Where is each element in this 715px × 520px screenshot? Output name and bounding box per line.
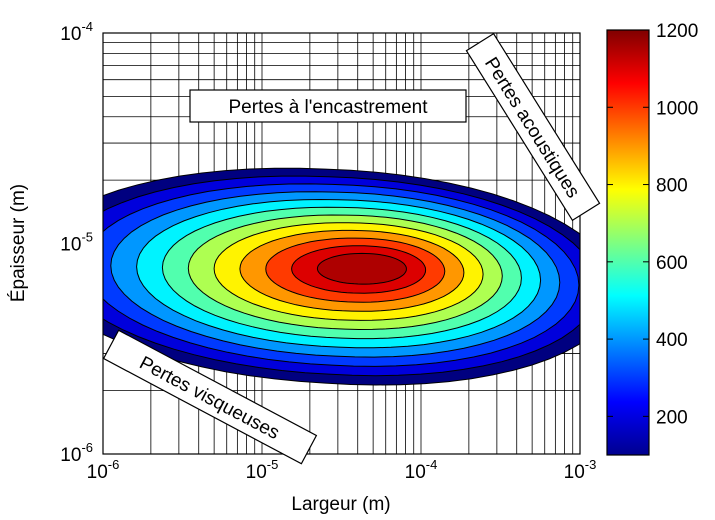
x-axis-label: Largeur (m) (291, 494, 390, 515)
x-tick-label: 10-4 (405, 457, 438, 483)
y-tick-label: 10-5 (60, 230, 93, 256)
x-axis-ticks: 10-6 10-5 10-4 10-3 (87, 457, 597, 483)
annotation-clamping-losses: Pertes à l'encastrement (189, 89, 467, 123)
y-axis-label: Épaisseur (m) (8, 184, 29, 302)
contour-level (316, 252, 407, 285)
y-tick-label: 10-4 (60, 19, 93, 45)
y-axis-ticks: 10-6 10-5 10-4 (60, 19, 93, 466)
colorbar-tick-label: 800 (656, 176, 688, 197)
plot-frame (102, 32, 581, 455)
x-tick-label: 10-5 (246, 457, 279, 483)
colorbar-tick-label: 200 (656, 407, 688, 428)
contour-fills (103, 167, 580, 386)
colorbar-ticks: 200 400 600 800 1000 1200 (607, 21, 698, 428)
colorbar-tick-label: 1200 (656, 21, 698, 42)
svg-text:Pertes à l'encastrement: Pertes à l'encastrement (229, 97, 429, 118)
colorbar-tick-label: 1000 (656, 98, 698, 119)
plot-area: 10-6 10-5 10-4 10-3 10-6 10-5 10-4 (60, 19, 597, 483)
y-tick-label: 10-6 (60, 440, 93, 466)
x-tick-label: 10-3 (564, 457, 597, 483)
colorbar-tick-label: 400 (656, 330, 688, 351)
colorbar-tick-label: 600 (656, 253, 688, 274)
colorbar-gradient (606, 29, 650, 456)
x-tick-label: 10-6 (87, 457, 120, 483)
colorbar: 200 400 600 800 1000 1200 (606, 21, 698, 456)
